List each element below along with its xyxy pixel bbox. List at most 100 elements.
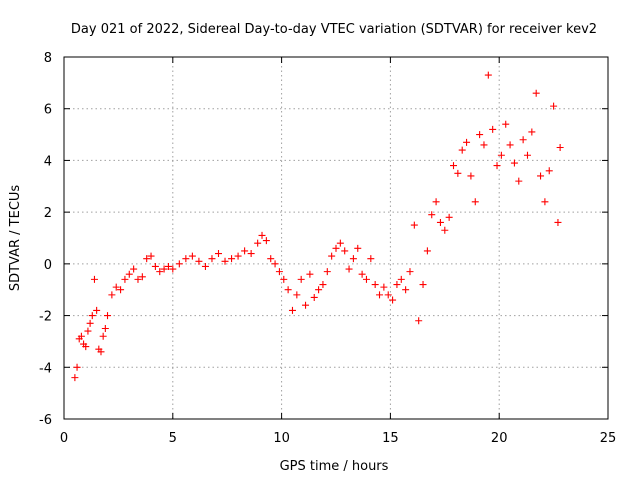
- data-point: [214, 250, 222, 258]
- data-point: [349, 255, 357, 263]
- data-point: [476, 131, 484, 139]
- y-tick-label: 2: [44, 206, 52, 221]
- x-tick-label: 10: [273, 431, 290, 446]
- data-point: [354, 244, 362, 252]
- x-axis-label: GPS time / hours: [280, 459, 389, 474]
- data-point: [280, 275, 288, 283]
- data-point: [554, 218, 562, 226]
- data-point: [121, 275, 129, 283]
- y-tick-label: 0: [44, 258, 52, 273]
- data-point: [104, 312, 112, 320]
- data-point: [467, 172, 475, 180]
- data-point: [480, 141, 488, 149]
- data-points: [71, 71, 564, 382]
- data-point: [515, 177, 523, 185]
- data-point: [247, 250, 255, 258]
- data-point: [556, 144, 564, 151]
- data-point: [108, 291, 116, 299]
- data-point: [319, 281, 327, 289]
- data-point: [82, 343, 90, 351]
- data-point: [84, 327, 92, 335]
- x-tick-label: 20: [491, 431, 508, 446]
- data-point: [130, 265, 138, 273]
- data-point: [484, 71, 492, 79]
- data-point: [358, 270, 366, 278]
- data-point: [463, 138, 471, 146]
- data-point: [510, 159, 518, 167]
- data-point: [188, 252, 196, 260]
- data-point: [151, 262, 159, 270]
- data-point: [402, 286, 410, 294]
- data-point: [164, 262, 172, 270]
- data-point: [288, 306, 296, 314]
- y-tick-label: -2: [39, 310, 52, 325]
- data-point: [310, 293, 318, 301]
- data-point: [345, 265, 353, 273]
- data-point: [228, 255, 236, 263]
- data-point: [432, 198, 440, 206]
- data-point: [117, 286, 125, 294]
- data-point: [341, 247, 349, 255]
- data-point: [397, 275, 405, 283]
- x-tick-label: 15: [382, 431, 399, 446]
- data-point: [160, 265, 168, 273]
- data-point: [458, 146, 466, 154]
- plot-frame: [63, 56, 609, 420]
- data-point: [112, 283, 120, 291]
- data-point: [262, 237, 270, 245]
- data-point: [134, 275, 142, 283]
- data-point: [271, 260, 279, 268]
- data-point: [323, 268, 331, 276]
- data-point: [306, 270, 314, 278]
- data-point: [450, 162, 458, 170]
- data-point: [502, 120, 510, 128]
- grid-lines: [64, 57, 608, 419]
- data-point: [493, 162, 501, 170]
- data-point: [221, 257, 229, 265]
- data-point: [336, 239, 344, 247]
- data-point: [362, 275, 370, 283]
- data-point: [367, 255, 375, 263]
- data-point: [532, 89, 540, 97]
- data-point: [143, 255, 151, 263]
- y-tick-label: -6: [39, 413, 52, 428]
- y-tick-label: 8: [44, 51, 52, 66]
- data-point: [138, 273, 146, 281]
- data-point: [454, 169, 462, 177]
- data-point: [99, 332, 107, 340]
- x-tick-label: 0: [60, 431, 68, 446]
- x-tick-label: 25: [600, 431, 617, 446]
- data-point: [315, 286, 323, 294]
- data-point: [147, 252, 155, 260]
- data-point: [523, 151, 531, 159]
- y-axis-ticks: -6 -4 -2 0 2 4 6 8: [39, 51, 608, 428]
- data-point: [93, 306, 101, 314]
- data-point: [428, 211, 436, 219]
- data-point: [208, 255, 216, 263]
- data-point: [328, 252, 336, 260]
- data-point: [506, 141, 514, 149]
- data-point: [471, 198, 479, 206]
- data-point: [284, 286, 292, 294]
- x-tick-label: 5: [169, 431, 177, 446]
- data-point: [169, 265, 177, 273]
- data-point: [445, 213, 453, 221]
- data-point: [376, 291, 384, 299]
- data-point: [71, 374, 79, 382]
- data-point: [125, 270, 133, 278]
- data-point: [88, 312, 96, 320]
- data-point: [101, 325, 109, 332]
- data-point: [371, 281, 379, 289]
- y-tick-label: 4: [44, 154, 52, 169]
- data-point: [234, 252, 242, 260]
- data-point: [302, 301, 310, 309]
- data-point: [195, 257, 203, 265]
- data-point: [97, 348, 105, 356]
- data-point: [77, 332, 85, 340]
- y-tick-label: 6: [44, 103, 52, 118]
- data-point: [254, 239, 262, 247]
- data-point: [410, 221, 418, 229]
- data-point: [519, 136, 527, 144]
- data-point: [545, 167, 553, 175]
- data-point: [86, 319, 94, 327]
